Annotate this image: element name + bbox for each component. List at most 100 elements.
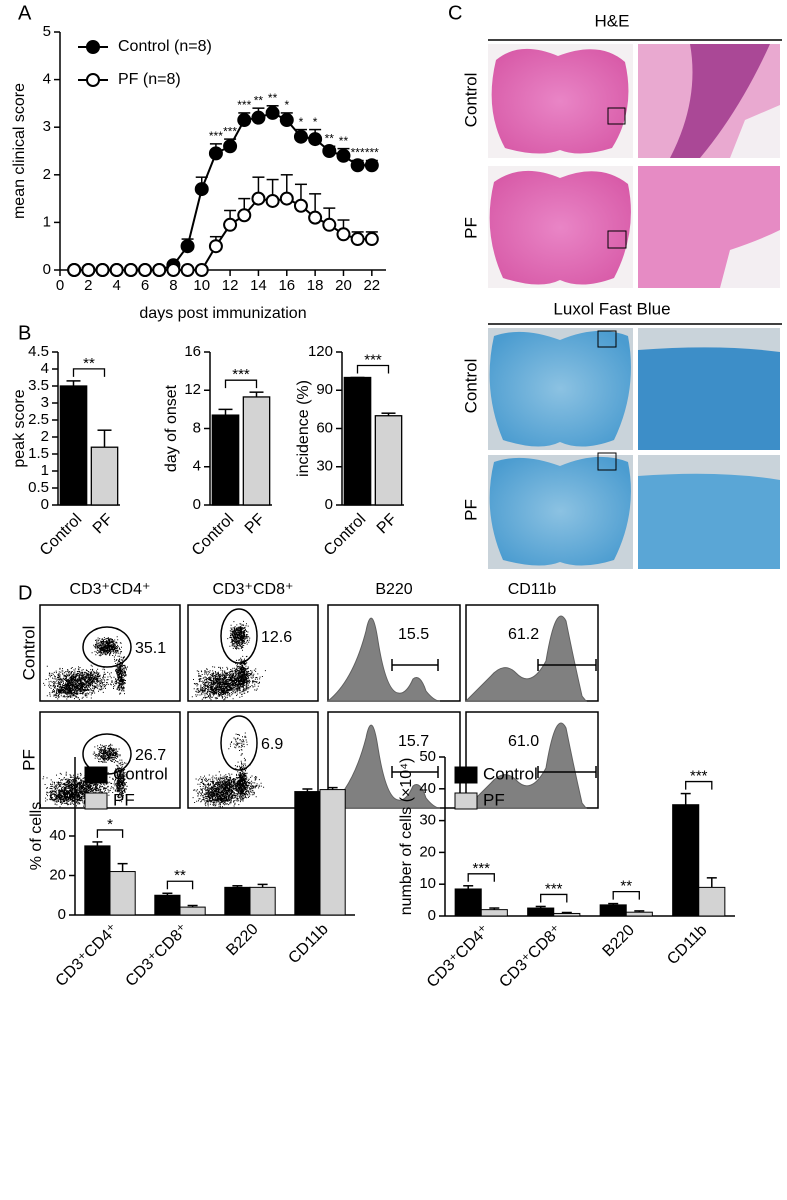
x-tick-label: Control: [37, 511, 86, 560]
row-label: Control: [461, 359, 480, 414]
marker: [208, 239, 223, 254]
y-tick-label: 60: [316, 419, 333, 436]
x-tick-label: CD11b: [664, 922, 710, 968]
significance-label: ***: [365, 146, 379, 160]
significance-label: **: [325, 131, 335, 145]
significance-label: **: [620, 878, 632, 895]
significance-label: *: [299, 115, 304, 129]
histogram-gate: [537, 766, 597, 778]
marker: [223, 217, 238, 232]
significance-bracket: [612, 890, 640, 900]
y-tick-label: 8: [193, 419, 201, 436]
x-tick-label: B220: [600, 922, 639, 961]
scatter-dots: [191, 620, 266, 701]
bar: [698, 886, 726, 917]
bar: [59, 385, 88, 506]
x-tick-label: Control: [189, 511, 238, 560]
gate: [220, 608, 258, 664]
significance-label: ***: [351, 146, 365, 160]
y-tick-label: 1: [43, 213, 51, 230]
significance-label: ***: [472, 860, 490, 877]
significance-label: *: [284, 98, 289, 112]
x-tick-label: 12: [222, 277, 239, 294]
panel-label: A: [18, 2, 32, 24]
significance-label: **: [339, 134, 349, 148]
x-tick-label: Control: [321, 511, 370, 560]
marker: [336, 148, 351, 163]
histogram: [326, 617, 441, 702]
x-tick-label: 8: [169, 277, 177, 294]
gate: [220, 715, 258, 771]
marker: [279, 191, 294, 206]
marker: [81, 263, 96, 277]
y-tick-label: 2.5: [28, 411, 49, 428]
marker: [322, 144, 337, 158]
y-tick-label: 40: [419, 780, 436, 797]
bar: [84, 845, 111, 916]
gate-value: 61.2: [508, 626, 539, 643]
significance-label: ***: [690, 768, 708, 785]
y-tick-label: 2: [43, 166, 51, 183]
tissue: [489, 170, 631, 285]
marker: [265, 193, 280, 208]
significance-label: ***: [545, 880, 563, 897]
histogram: [326, 724, 441, 809]
y-tick-label: 0: [193, 496, 201, 513]
x-tick-label: PF: [242, 511, 269, 538]
histogram: [464, 722, 588, 809]
y-tick-label: 2: [41, 428, 49, 445]
series-line: [74, 197, 372, 271]
x-tick-label: PF: [374, 511, 401, 538]
x-tick-label: CD11b: [285, 921, 331, 967]
column-label: CD11b: [508, 581, 557, 598]
panel-label: D: [18, 582, 32, 604]
y-tick-label: 20: [419, 843, 436, 860]
gate-value: 15.7: [398, 733, 429, 750]
significance-label: *: [107, 816, 113, 833]
marker: [350, 232, 365, 247]
marker: [152, 263, 167, 277]
marker: [293, 198, 308, 213]
tissue: [491, 48, 629, 154]
marker: [166, 263, 181, 277]
significance-bracket: [166, 880, 194, 890]
flow-panels: CD3⁺CD4⁺ CD3⁺CD8⁺ B220 CD11b Control 35.1 12.6…: [19, 581, 599, 809]
x-tick-label: 6: [141, 277, 149, 294]
x-tick-label: 18: [307, 277, 324, 294]
bar: [454, 888, 482, 917]
y-tick-label: 4.5: [28, 343, 49, 360]
bar: [90, 446, 119, 506]
marker: [251, 110, 266, 125]
legend-label: PF (n=8): [118, 71, 181, 88]
row-label: PF: [461, 217, 480, 239]
tissue: [489, 330, 631, 447]
histogram-gate: [391, 659, 439, 671]
marker: [237, 113, 252, 128]
y-tick-label: 1: [41, 462, 49, 479]
bar: [249, 886, 276, 916]
row-label: PF: [461, 499, 480, 521]
y-tick-label: 120: [308, 343, 333, 360]
x-tick-label: CD3⁺CD4⁺: [424, 922, 493, 991]
x-tick-label: 16: [278, 277, 295, 294]
y-tick-label: 30: [316, 458, 333, 475]
y-axis-label: % of cells: [28, 802, 45, 870]
x-tick-label: 20: [335, 277, 352, 294]
column-label: CD3⁺CD4⁺: [70, 581, 151, 598]
significance-label: *: [313, 115, 318, 129]
marker: [279, 113, 294, 128]
y-tick-label: 40: [49, 827, 66, 844]
y-tick-label: 1.5: [28, 445, 49, 462]
significance-label: ***: [209, 129, 223, 143]
panel-label: B: [18, 322, 31, 344]
scatter-dots: [192, 732, 265, 808]
y-tick-label: 90: [316, 381, 333, 398]
bar: [480, 909, 508, 917]
y-tick-label: 0: [58, 906, 66, 923]
y-tick-label: 30: [419, 812, 436, 829]
background: [730, 105, 780, 158]
histology-images: [488, 44, 780, 569]
marker: [138, 263, 153, 277]
background: [638, 455, 780, 480]
